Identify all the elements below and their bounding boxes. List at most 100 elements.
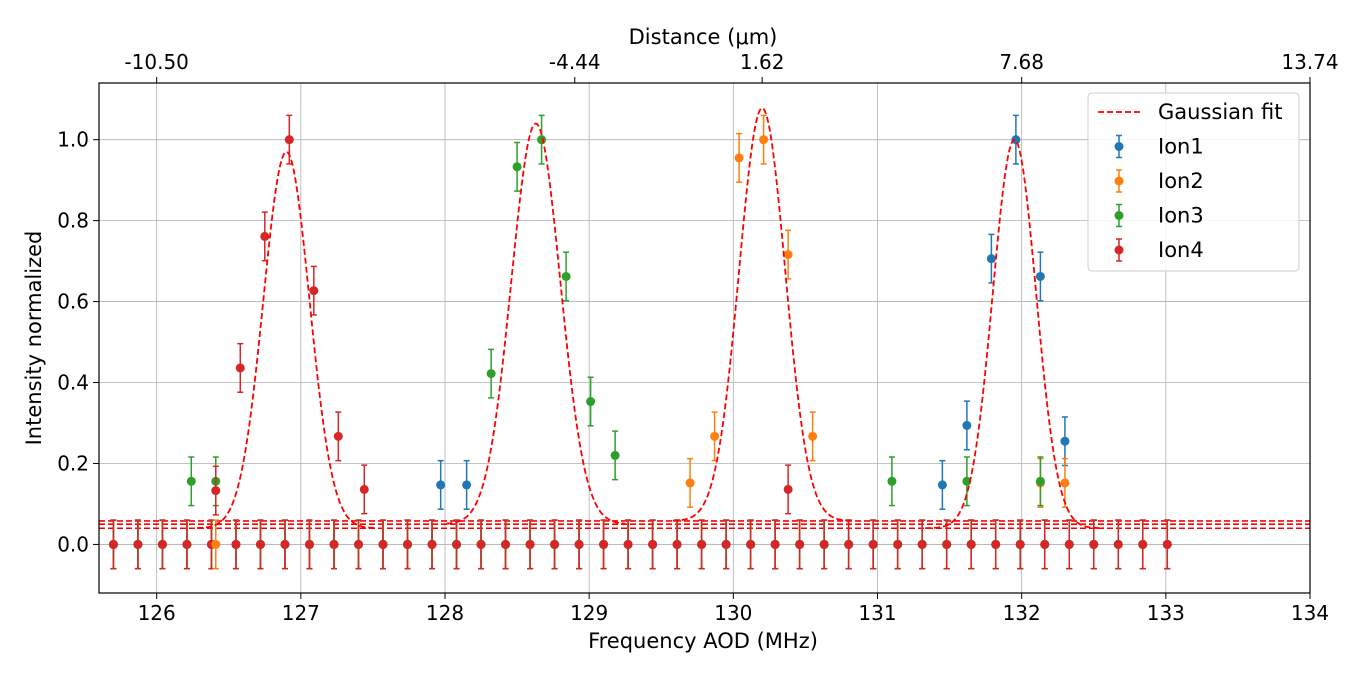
zero-point xyxy=(476,519,486,570)
marker xyxy=(378,539,388,549)
x-tick-label: 126 xyxy=(138,601,176,625)
marker xyxy=(734,153,744,163)
marker xyxy=(966,539,976,549)
legend-label: Ion2 xyxy=(1158,169,1204,193)
point-ion2 xyxy=(211,519,221,570)
marker xyxy=(1089,539,1099,549)
marker xyxy=(309,286,319,296)
zero-point xyxy=(1162,519,1172,570)
marker xyxy=(1113,539,1123,549)
legend-label: Ion4 xyxy=(1158,238,1204,262)
marker xyxy=(574,539,584,549)
zero-points xyxy=(108,519,1172,570)
marker xyxy=(893,539,903,549)
marker xyxy=(211,539,221,549)
legend-swatch-marker xyxy=(1114,211,1124,220)
zero-point xyxy=(255,519,265,570)
point-ion4 xyxy=(211,465,221,516)
marker xyxy=(1060,436,1070,446)
top-x-ticks: -10.50 -4.44 1.62 7.68 13.74 xyxy=(124,50,1339,83)
marker xyxy=(280,539,290,549)
zero-point xyxy=(574,519,584,570)
legend-label: Ion3 xyxy=(1158,204,1204,228)
zero-point xyxy=(672,519,682,570)
marker xyxy=(1015,539,1025,549)
point-ion2 xyxy=(710,411,720,462)
point-ion1 xyxy=(1035,251,1045,302)
point-ion1 xyxy=(937,459,947,510)
point-ion4 xyxy=(235,342,245,393)
y-axis-title: Intensity normalized xyxy=(22,231,46,446)
legend-swatch-marker xyxy=(1114,142,1124,151)
point-ion2 xyxy=(759,114,769,165)
point-ion3 xyxy=(486,348,496,399)
marker xyxy=(942,539,952,549)
marker xyxy=(599,539,609,549)
marker xyxy=(962,476,972,486)
zero-point xyxy=(893,519,903,570)
zero-point xyxy=(157,519,167,570)
marker xyxy=(403,539,413,549)
point-ion1 xyxy=(436,459,446,510)
legend-label: Ion1 xyxy=(1158,135,1204,159)
zero-point xyxy=(304,519,314,570)
top-x-axis-title: Distance (μm) xyxy=(629,25,778,49)
zero-point xyxy=(525,519,535,570)
zero-point xyxy=(108,519,118,570)
marker xyxy=(157,539,167,549)
marker xyxy=(795,539,805,549)
x-axis-title: Frequency AOD (MHz) xyxy=(588,629,818,653)
marker xyxy=(359,484,369,494)
marker xyxy=(436,480,446,490)
marker xyxy=(697,539,707,549)
zero-point xyxy=(917,519,927,570)
y-ticks: 0.0 0.2 0.4 0.6 0.8 1.0 xyxy=(57,128,99,556)
x-ticks: 126 127 128 129 130 131 132 133 134 xyxy=(138,593,1329,625)
point-ion4 xyxy=(783,464,793,515)
point-ion1 xyxy=(462,459,472,510)
marker xyxy=(284,135,294,145)
marker xyxy=(783,484,793,494)
point-ion2 xyxy=(808,411,818,462)
gaussian-fit-curve xyxy=(196,150,376,529)
x-tick-label: 133 xyxy=(1147,601,1185,625)
marker xyxy=(452,539,462,549)
point-ion3 xyxy=(1035,456,1045,507)
marker xyxy=(962,420,972,430)
point-ion3 xyxy=(512,141,522,192)
marker xyxy=(501,539,511,549)
marker xyxy=(672,539,682,549)
top-x-tick-label: 13.74 xyxy=(1281,50,1338,74)
x-tick-label: 134 xyxy=(1291,601,1329,625)
legend-box xyxy=(1087,92,1300,272)
marker xyxy=(759,135,769,145)
marker xyxy=(710,431,720,441)
legend-label: Gaussian fit xyxy=(1158,100,1282,124)
x-tick-label: 128 xyxy=(426,601,464,625)
marker xyxy=(819,539,829,549)
marker xyxy=(1040,539,1050,549)
point-ion1 xyxy=(986,233,996,284)
gaussian-fit-curve xyxy=(446,122,626,525)
marker xyxy=(685,478,695,488)
top-x-tick-label: 7.68 xyxy=(999,50,1044,74)
x-tick-label: 132 xyxy=(1003,601,1041,625)
point-ion1 xyxy=(962,400,972,451)
marker xyxy=(525,539,535,549)
marker xyxy=(746,539,756,549)
point-ion4 xyxy=(284,114,294,165)
zero-point xyxy=(1138,519,1148,570)
zero-point xyxy=(378,519,388,570)
marker xyxy=(255,539,265,549)
zero-point xyxy=(697,519,707,570)
marker xyxy=(721,539,731,549)
marker xyxy=(648,539,658,549)
zero-point xyxy=(354,519,363,570)
zero-point xyxy=(452,519,462,570)
marker xyxy=(476,539,486,549)
x-tick-label: 130 xyxy=(714,601,752,625)
marker xyxy=(770,539,780,549)
marker xyxy=(1035,476,1045,486)
point-ion3 xyxy=(561,251,571,302)
